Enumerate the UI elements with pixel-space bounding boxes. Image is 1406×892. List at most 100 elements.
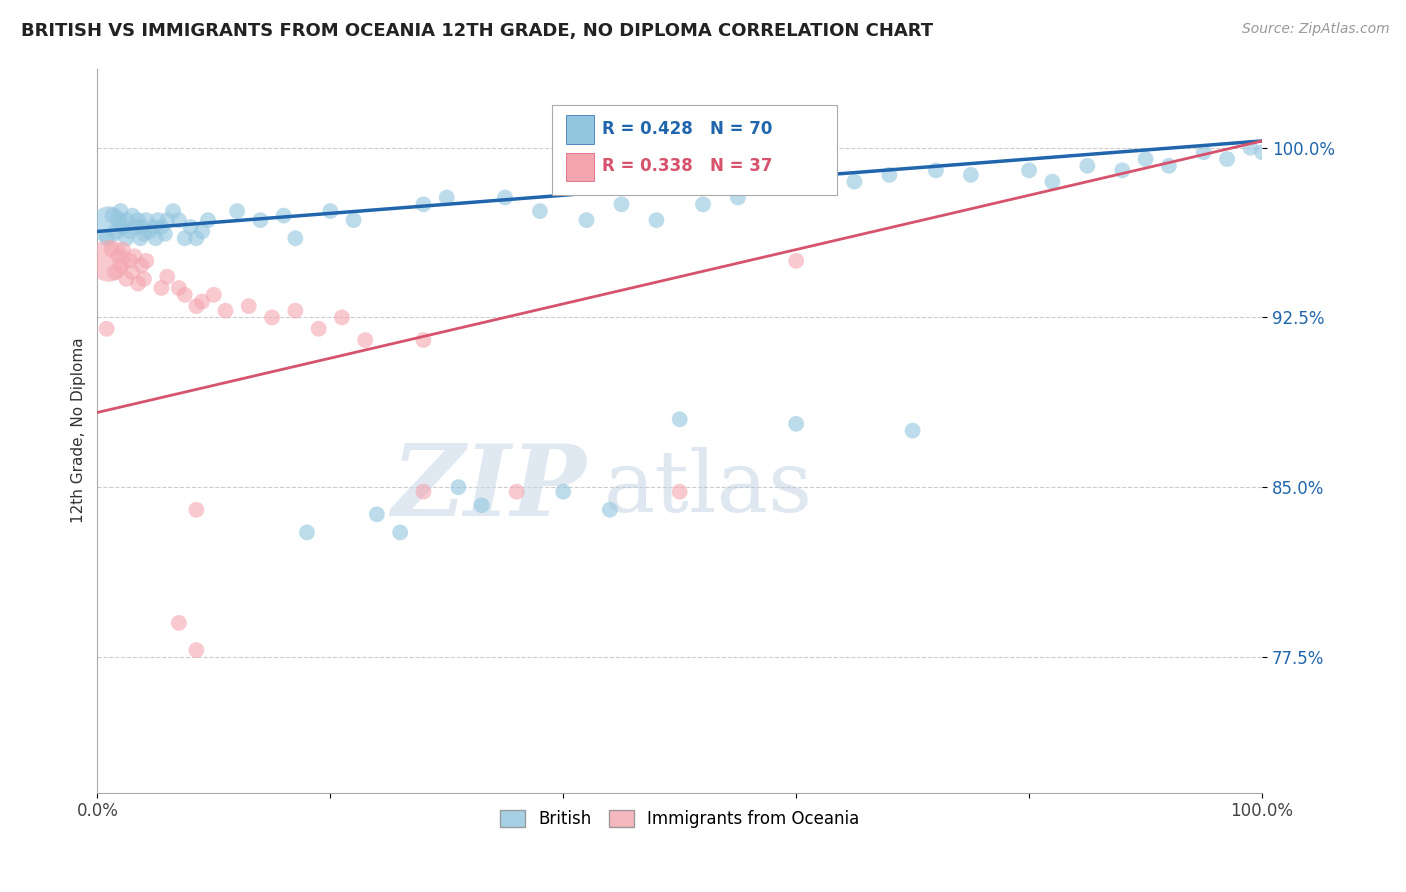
Point [197,213,219,227]
Text: ZIP: ZIP [391,441,586,537]
Text: R = 0.428   N = 70: R = 0.428 N = 70 [602,120,772,137]
Point [118,224,141,238]
Point [153,227,176,241]
Point [238,299,260,313]
Point [104,265,127,279]
Point [156,213,179,227]
Point [124,249,146,263]
Point [389,525,412,540]
Point [96,322,118,336]
Point [191,224,214,238]
Point [1157,159,1180,173]
Point [214,303,236,318]
Point [785,417,807,431]
Point [173,231,195,245]
Point [844,175,866,189]
Point [96,231,118,245]
Point [186,503,208,517]
Point [139,224,162,238]
Point [186,299,208,313]
Point [1239,141,1261,155]
Point [167,213,190,227]
Text: R = 0.338   N = 37: R = 0.338 N = 37 [602,157,772,176]
Point [412,333,434,347]
Text: atlas: atlas [605,447,813,530]
Point [1042,175,1064,189]
Point [110,259,132,273]
Point [366,508,388,522]
Point [110,204,132,219]
Point [100,243,122,257]
Point [167,615,190,630]
Point [879,168,901,182]
Point [1135,152,1157,166]
Point [173,288,195,302]
Point [273,209,295,223]
Point [156,269,179,284]
Point [127,277,149,291]
Point [98,218,121,232]
Text: Source: ZipAtlas.com: Source: ZipAtlas.com [1241,22,1389,37]
Point [295,525,318,540]
FancyBboxPatch shape [551,104,837,195]
Point [494,190,516,204]
Point [412,197,434,211]
Y-axis label: 12th Grade, No Diploma: 12th Grade, No Diploma [72,338,86,524]
Point [115,231,138,245]
Point [599,503,621,517]
Point [226,204,249,219]
Point [118,253,141,268]
Point [447,480,470,494]
Point [131,219,153,234]
Point [135,253,157,268]
Point [319,204,342,219]
Point [505,484,527,499]
Point [162,204,184,219]
Legend: British, Immigrants from Oceania: British, Immigrants from Oceania [494,804,866,835]
Point [901,424,924,438]
Point [471,498,494,512]
Point [342,213,364,227]
Point [150,281,173,295]
Point [354,333,377,347]
Point [1251,145,1274,160]
Point [1111,163,1133,178]
Point [308,322,330,336]
Point [180,219,202,234]
Point [1216,152,1239,166]
Point [150,219,173,234]
Point [925,163,948,178]
Point [107,249,129,263]
Point [610,197,633,211]
FancyBboxPatch shape [565,153,593,181]
Point [186,231,208,245]
Point [1018,163,1040,178]
Point [960,168,983,182]
Point [115,272,138,286]
Point [115,213,138,227]
Point [645,213,668,227]
Point [132,272,155,286]
Point [146,213,169,227]
Point [1192,145,1215,160]
Point [98,253,121,268]
Point [111,243,134,257]
Point [121,265,143,279]
Point [142,219,165,234]
Point [553,484,575,499]
Point [167,281,190,295]
Point [1076,159,1098,173]
FancyBboxPatch shape [565,115,593,144]
Point [412,484,434,499]
Point [124,219,146,234]
Text: BRITISH VS IMMIGRANTS FROM OCEANIA 12TH GRADE, NO DIPLOMA CORRELATION CHART: BRITISH VS IMMIGRANTS FROM OCEANIA 12TH … [21,22,934,40]
Point [127,213,149,227]
Point [191,294,214,309]
Point [692,197,714,211]
Point [132,227,155,241]
Point [129,231,152,245]
Point [575,213,598,227]
Point [101,209,124,223]
Point [668,484,690,499]
Point [727,190,749,204]
